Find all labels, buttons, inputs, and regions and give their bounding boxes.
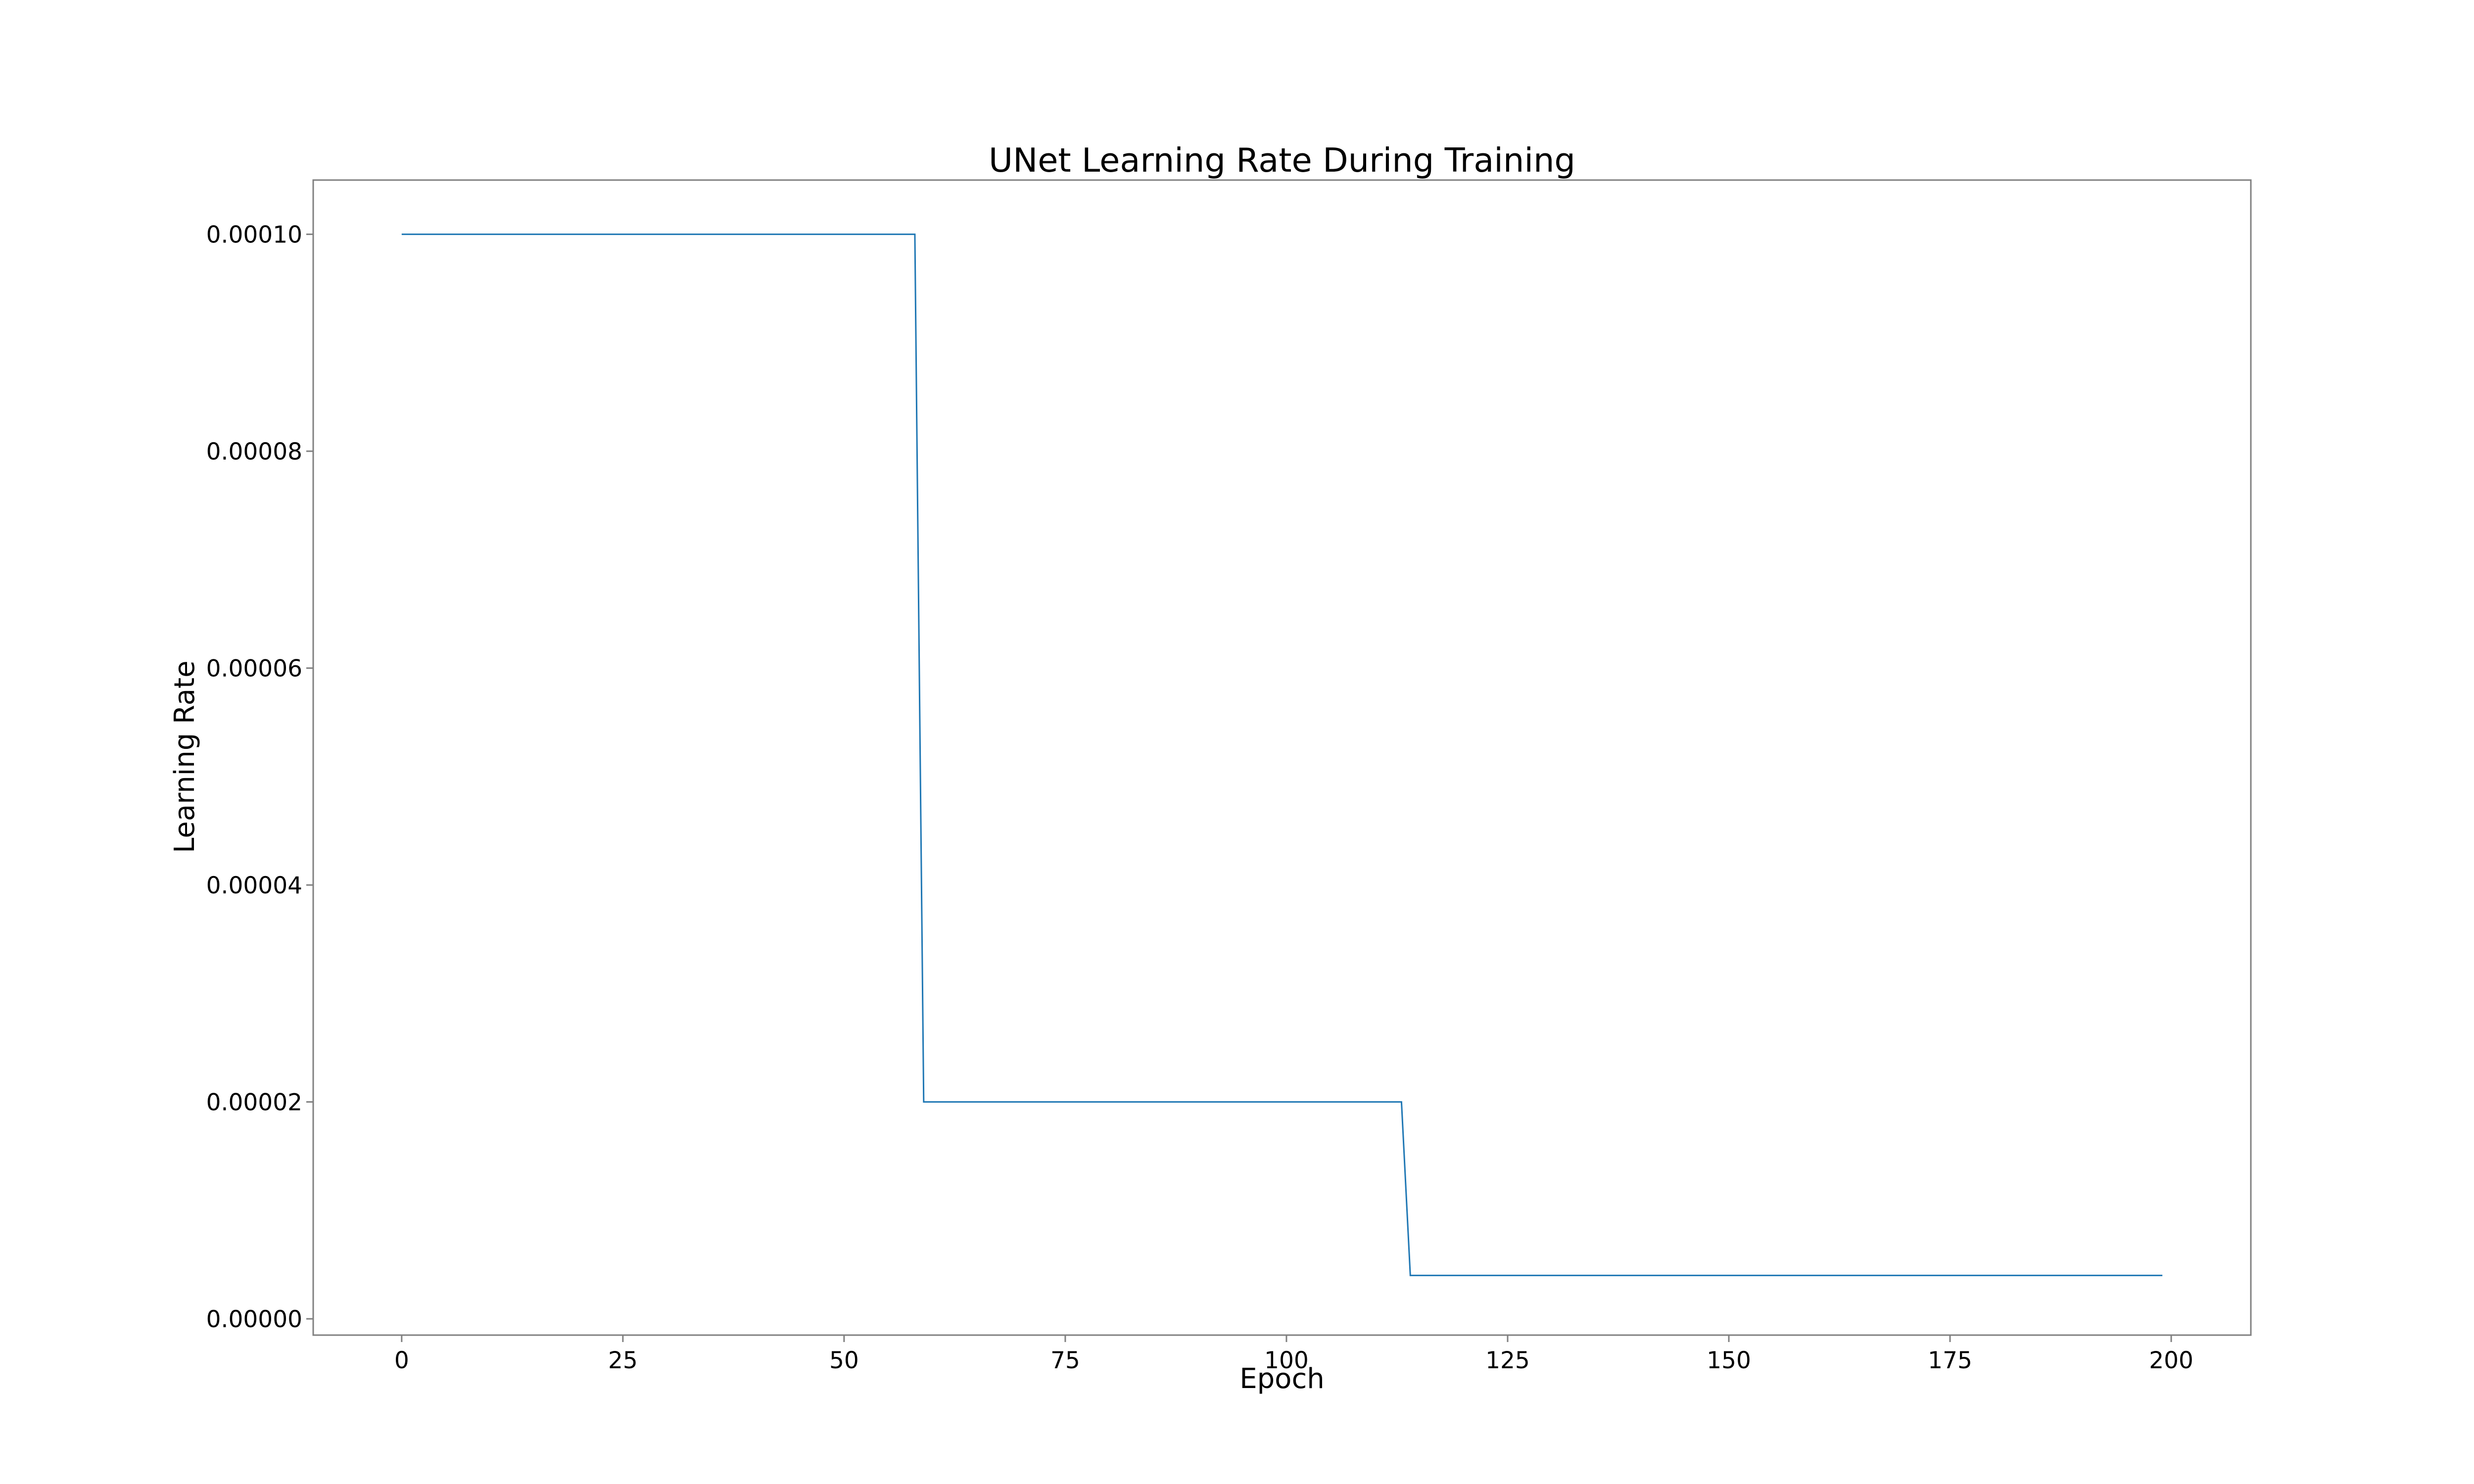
x-tick-label: 100 <box>1264 1347 1309 1374</box>
x-tick-label: 150 <box>1707 1347 1751 1374</box>
plot-frame <box>312 179 2252 1336</box>
x-axis-ticks: 0 25 50 75 100 125 150 175 200 <box>394 1335 2193 1374</box>
y-tick-label: 0.00010 <box>206 222 302 249</box>
x-axis-label: Epoch <box>1239 1363 1324 1395</box>
x-tick-label: 75 <box>1050 1347 1080 1374</box>
series-line-0 <box>401 233 2163 1276</box>
y-tick-label: 0.00008 <box>206 438 302 465</box>
y-axis-label: Learning Rate <box>169 660 201 853</box>
y-tick-label: 0.00004 <box>206 872 302 899</box>
x-tick-label: 125 <box>1485 1347 1530 1374</box>
chart-title: UNet Learning Rate During Training <box>989 141 1575 180</box>
y-tick-label: 0.00000 <box>206 1306 302 1333</box>
y-tick-label: 0.00002 <box>206 1089 302 1116</box>
x-tick-label: 50 <box>829 1347 859 1374</box>
y-axis-ticks: 0.00000 0.00002 0.00004 0.00006 0.00008 0.000… <box>206 222 313 1333</box>
x-tick-label: 200 <box>2149 1347 2193 1374</box>
x-tick-label: 25 <box>608 1347 638 1374</box>
plot-area <box>401 233 2163 1276</box>
y-tick-label: 0.00006 <box>206 655 302 683</box>
x-tick-label: 175 <box>1928 1347 1972 1374</box>
x-tick-label: 0 <box>394 1347 409 1374</box>
